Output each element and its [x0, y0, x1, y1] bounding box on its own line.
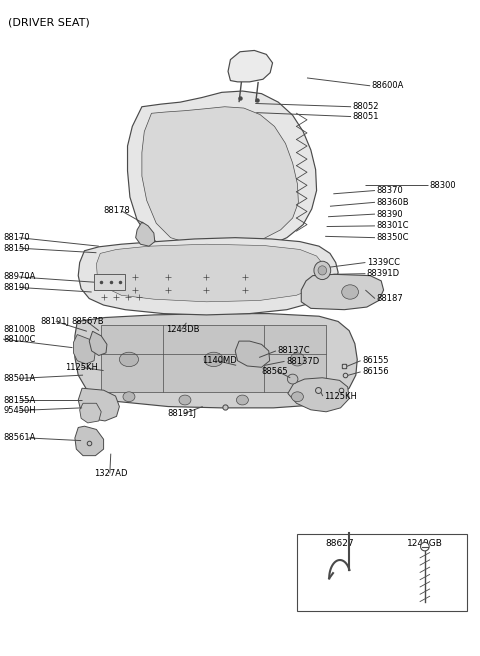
Text: 88178: 88178	[104, 207, 131, 215]
Text: 88600A: 88600A	[372, 81, 404, 91]
Bar	[298, 533, 468, 611]
Text: 88501A: 88501A	[3, 374, 36, 383]
Polygon shape	[228, 51, 273, 82]
Text: 88137C: 88137C	[277, 346, 310, 356]
Text: 88155A: 88155A	[3, 396, 36, 405]
Ellipse shape	[237, 395, 248, 405]
Text: 88137D: 88137D	[286, 357, 319, 366]
Polygon shape	[80, 403, 101, 423]
Ellipse shape	[123, 392, 135, 401]
Text: 88391D: 88391D	[367, 269, 400, 278]
Text: 88390: 88390	[376, 210, 403, 218]
Polygon shape	[288, 378, 349, 412]
Text: 88150: 88150	[3, 243, 30, 253]
Text: 88052: 88052	[352, 102, 379, 112]
Polygon shape	[96, 244, 325, 302]
Text: 95450H: 95450H	[3, 406, 36, 415]
Text: 1140MD: 1140MD	[202, 356, 237, 365]
Ellipse shape	[290, 353, 305, 366]
Polygon shape	[73, 335, 96, 364]
Text: 88300: 88300	[429, 181, 456, 190]
Text: 88191J: 88191J	[40, 317, 69, 326]
Text: 88565: 88565	[262, 367, 288, 376]
Polygon shape	[89, 331, 107, 356]
Text: 88561A: 88561A	[3, 434, 36, 443]
Ellipse shape	[291, 392, 303, 401]
Text: 88370: 88370	[376, 186, 403, 195]
Text: 88187: 88187	[376, 294, 403, 303]
Text: 88100B: 88100B	[3, 325, 36, 334]
Text: 88190: 88190	[3, 283, 30, 292]
Text: 86156: 86156	[362, 367, 389, 377]
Text: 1125KH: 1125KH	[65, 363, 98, 372]
Text: 88360B: 88360B	[376, 198, 409, 207]
Text: 88567B: 88567B	[71, 317, 104, 326]
Ellipse shape	[120, 352, 139, 367]
Polygon shape	[136, 222, 155, 246]
Text: 88100C: 88100C	[3, 335, 36, 344]
Polygon shape	[78, 388, 120, 421]
Bar	[94, 274, 125, 290]
Polygon shape	[78, 237, 338, 315]
Ellipse shape	[318, 266, 326, 275]
Text: 88350C: 88350C	[376, 233, 409, 242]
Ellipse shape	[179, 395, 191, 405]
Text: 88051: 88051	[352, 112, 379, 121]
Text: 88301C: 88301C	[376, 221, 409, 230]
Ellipse shape	[342, 285, 359, 299]
Text: 1327AD: 1327AD	[94, 469, 128, 478]
Polygon shape	[75, 426, 104, 456]
Text: 88170: 88170	[3, 233, 30, 242]
Text: (DRIVER SEAT): (DRIVER SEAT)	[8, 17, 90, 27]
Ellipse shape	[314, 261, 331, 279]
Text: 1339CC: 1339CC	[367, 258, 400, 267]
Text: 1125KH: 1125KH	[324, 392, 357, 401]
Text: 1249GB: 1249GB	[407, 539, 443, 548]
Ellipse shape	[288, 374, 298, 384]
Text: 1243DB: 1243DB	[166, 325, 199, 334]
Text: 88627: 88627	[325, 539, 354, 548]
Polygon shape	[301, 274, 384, 310]
Polygon shape	[128, 91, 317, 253]
Text: 88970A: 88970A	[3, 272, 36, 281]
Polygon shape	[75, 314, 357, 408]
Text: 88191J: 88191J	[168, 409, 197, 419]
Ellipse shape	[204, 352, 223, 367]
Polygon shape	[101, 325, 326, 392]
Text: 86155: 86155	[362, 356, 388, 365]
Polygon shape	[235, 341, 270, 367]
Ellipse shape	[420, 543, 429, 551]
Polygon shape	[142, 107, 299, 245]
